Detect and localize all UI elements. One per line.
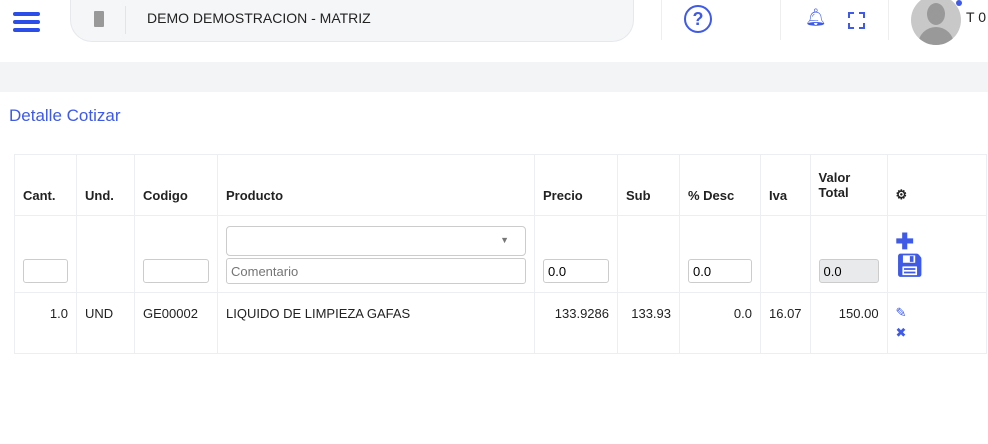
help-icon[interactable]: ?	[684, 5, 712, 33]
save-icon[interactable]: 💾︎	[895, 253, 924, 278]
user-name: T 0	[966, 9, 986, 25]
col-valor-total: Valor Total	[809, 154, 888, 216]
col-und: Und.	[76, 154, 135, 216]
avatar[interactable]	[911, 0, 961, 45]
delete-icon[interactable]: ✖	[895, 325, 907, 340]
col-iva: Iva	[760, 154, 811, 216]
col-cant: Cant.	[14, 154, 77, 216]
fullscreen-icon[interactable]	[848, 12, 865, 29]
table-row: 1.0 UND GE00002 LIQUIDO DE LIMPIEZA GAFA…	[14, 292, 988, 354]
col-producto: Producto	[217, 154, 535, 216]
detail-table: Cant. Und. Codigo Producto Precio Sub % …	[14, 154, 988, 354]
valor-total-input	[818, 259, 879, 283]
status-dot	[956, 0, 962, 6]
codigo-input[interactable]	[143, 259, 209, 283]
cantidad-input[interactable]	[23, 259, 68, 283]
producto-select[interactable]: ▼	[226, 226, 526, 256]
company-selector[interactable]: DEMO DEMOSTRACION - MATRIZ	[70, 0, 634, 42]
col-sub: Sub	[617, 154, 680, 216]
gears-icon: ⚙	[886, 154, 988, 216]
menu-icon[interactable]	[13, 12, 40, 36]
chevron-down-icon: ▼	[500, 235, 509, 245]
bell-icon[interactable]: 🔔︎	[805, 8, 827, 27]
page-title: Detalle Cotizar	[9, 106, 121, 125]
edit-icon[interactable]: ✎	[895, 305, 907, 320]
col-codigo: Codigo	[134, 154, 218, 216]
add-icon[interactable]: ✚	[895, 229, 914, 254]
comentario-input[interactable]	[226, 258, 526, 284]
precio-input[interactable]	[543, 259, 609, 283]
building-icon	[94, 11, 104, 27]
desc-input[interactable]	[688, 259, 752, 283]
col-desc: % Desc	[679, 154, 761, 216]
col-precio: Precio	[534, 154, 618, 216]
company-name: DEMO DEMOSTRACION - MATRIZ	[147, 10, 371, 26]
